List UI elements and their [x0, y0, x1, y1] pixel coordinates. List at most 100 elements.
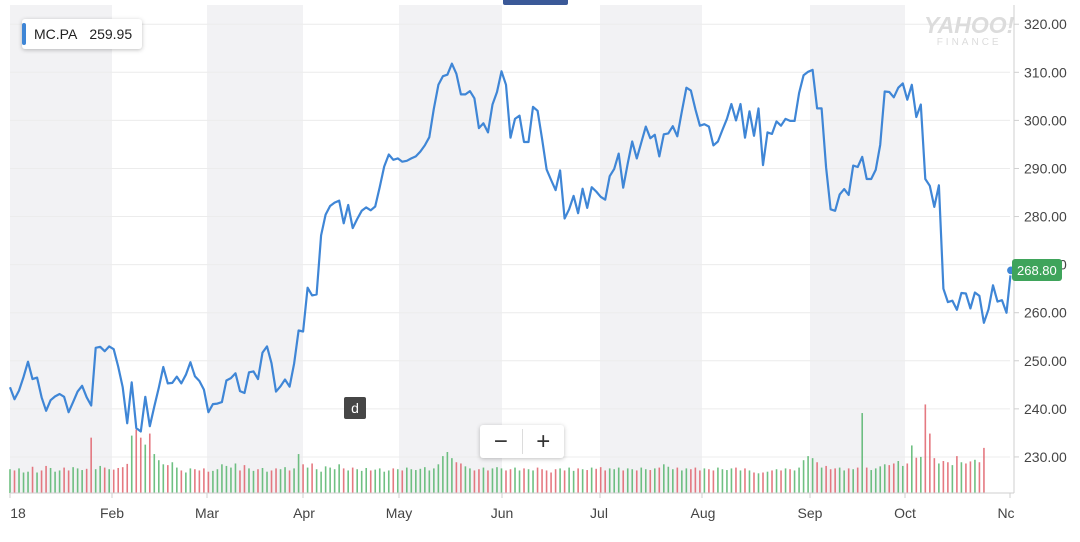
- volume-bar: [595, 468, 597, 493]
- volume-bar: [54, 471, 56, 493]
- zoom-controls: − +: [480, 425, 564, 458]
- volume-bar: [446, 452, 449, 493]
- volume-bar: [288, 470, 291, 493]
- x-tick-label: Jun: [491, 505, 514, 521]
- volume-bar: [329, 467, 331, 493]
- volume-bar: [789, 469, 791, 493]
- volume-bar: [396, 469, 399, 493]
- volume-bar: [703, 468, 706, 493]
- volume-bar: [834, 468, 836, 493]
- volume-bar: [942, 461, 945, 493]
- ticker-price: 259.95: [89, 26, 133, 42]
- volume-bar: [536, 467, 539, 493]
- volume-bar: [473, 470, 476, 493]
- volume-bar: [938, 463, 940, 493]
- volume-bar: [320, 471, 322, 493]
- volume-bar: [901, 465, 904, 493]
- volume-bar: [802, 460, 805, 493]
- volume-bar: [581, 469, 584, 493]
- volume-bar: [491, 468, 494, 493]
- volume-bar: [306, 467, 309, 493]
- x-tick-label: Aug: [691, 505, 716, 521]
- volume-bar: [157, 460, 160, 493]
- volume-bar: [130, 435, 133, 493]
- volume-bar: [892, 463, 895, 493]
- volume-bar: [699, 470, 701, 493]
- volume-bar: [825, 465, 827, 493]
- volume-bar: [649, 470, 652, 493]
- last-price-tag: 268.80: [1012, 259, 1062, 282]
- volume-bar: [203, 468, 205, 493]
- volume-bar: [947, 462, 949, 493]
- month-band: [600, 5, 702, 493]
- volume-bar: [324, 466, 327, 493]
- volume-bar: [279, 469, 282, 493]
- y-tick-label: 230.00: [1024, 449, 1067, 465]
- volume-bar: [257, 469, 259, 493]
- volume-bar: [356, 469, 358, 493]
- volume-bar: [712, 470, 715, 493]
- volume-bar: [676, 467, 679, 493]
- month-band: [207, 5, 303, 493]
- y-tick-label: 280.00: [1024, 209, 1067, 225]
- volume-bar: [167, 465, 169, 493]
- volume-bar: [40, 470, 43, 493]
- volume-bar: [978, 462, 981, 493]
- volume-bar: [311, 463, 313, 493]
- volume-bar: [424, 467, 426, 493]
- volume-bar: [532, 470, 534, 493]
- volume-bar: [753, 472, 755, 493]
- volume-bar: [221, 464, 223, 493]
- volume-bar: [929, 433, 931, 493]
- volume-bar: [18, 468, 20, 493]
- volume-bar: [617, 467, 620, 493]
- volume-bar: [261, 467, 264, 493]
- volume-bar: [428, 470, 431, 493]
- volume-bar: [829, 469, 832, 493]
- zoom-in-button[interactable]: +: [536, 427, 551, 455]
- volume-bar: [509, 469, 512, 493]
- volume-bar: [554, 469, 557, 493]
- range-handle[interactable]: [503, 0, 568, 5]
- volume-bar: [807, 456, 809, 493]
- volume-bar: [874, 468, 877, 493]
- volume-bar: [847, 468, 850, 493]
- volume-bar: [126, 463, 129, 493]
- volume-bar: [72, 467, 74, 493]
- volume-bar: [572, 470, 575, 493]
- volume-bar: [194, 469, 196, 493]
- volume-bar: [239, 470, 241, 493]
- ticker-legend: MC.PA 259.95: [22, 19, 143, 49]
- volume-bar: [550, 472, 552, 493]
- volume-bar: [108, 469, 110, 493]
- volume-bar: [31, 466, 34, 493]
- volume-bar: [387, 470, 390, 493]
- volume-bar: [608, 468, 611, 493]
- dividend-event-marker[interactable]: d: [344, 397, 366, 419]
- volume-bar: [730, 468, 733, 493]
- volume-bar: [523, 468, 525, 493]
- volume-bar: [911, 445, 913, 493]
- logo-main-text: YAHOO!: [924, 12, 1015, 38]
- volume-bar: [478, 469, 480, 493]
- volume-bars: [9, 404, 985, 493]
- volume-bar: [103, 467, 106, 493]
- y-tick-label: 290.00: [1024, 160, 1067, 176]
- volume-bar: [708, 469, 710, 493]
- zoom-out-button[interactable]: −: [493, 427, 508, 455]
- volume-bar: [811, 458, 814, 493]
- volume-bar: [297, 454, 300, 493]
- volume-bar: [951, 465, 954, 493]
- volume-bar: [640, 467, 643, 493]
- volume-bar: [442, 456, 444, 493]
- volume-bar: [577, 468, 579, 493]
- volume-bar: [378, 468, 381, 493]
- volume-bar: [757, 473, 760, 493]
- volume-bar: [144, 444, 147, 493]
- y-tick-label: 310.00: [1024, 64, 1067, 80]
- volume-bar: [293, 468, 295, 493]
- volume-bar: [965, 463, 967, 493]
- volume-bar: [99, 465, 101, 493]
- x-tick-label: 18: [10, 505, 26, 521]
